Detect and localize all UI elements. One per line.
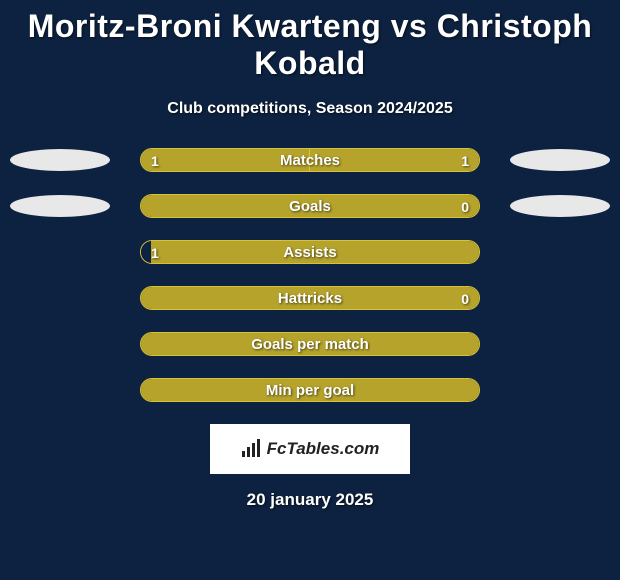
stat-bar: Goals per match bbox=[140, 332, 480, 356]
bar-left-segment bbox=[141, 333, 479, 355]
bar-left-segment bbox=[141, 287, 479, 309]
placeholder-icon bbox=[510, 195, 610, 217]
stat-row: Goals0 bbox=[0, 194, 620, 218]
logo-text: FcTables.com bbox=[267, 439, 380, 459]
date-text: 20 january 2025 bbox=[0, 490, 620, 510]
stat-bar: Matches11 bbox=[140, 148, 480, 172]
subtitle: Club competitions, Season 2024/2025 bbox=[0, 100, 620, 118]
stats-container: Matches11 Goals0 Assists1 Hattricks0 Goals p… bbox=[0, 148, 620, 402]
chart-icon bbox=[241, 439, 263, 459]
fctables-logo: FcTables.com bbox=[210, 424, 410, 474]
stat-row: Assists1 bbox=[0, 240, 620, 264]
stat-bar: Goals0 bbox=[140, 194, 480, 218]
stat-bar: Hattricks0 bbox=[140, 286, 480, 310]
stat-bar: Min per goal bbox=[140, 378, 480, 402]
stat-row: Goals per match bbox=[0, 332, 620, 356]
stat-bar: Assists1 bbox=[140, 240, 480, 264]
stat-row: Min per goal bbox=[0, 378, 620, 402]
placeholder-icon bbox=[10, 195, 110, 217]
bar-left-segment bbox=[141, 379, 479, 401]
stat-row: Hattricks0 bbox=[0, 286, 620, 310]
bar-left-segment bbox=[141, 149, 310, 171]
page-title: Moritz-Broni Kwarteng vs Christoph Kobal… bbox=[0, 0, 620, 82]
bar-left-segment bbox=[141, 241, 151, 263]
bar-right-segment bbox=[151, 241, 479, 263]
bar-left-segment bbox=[141, 195, 479, 217]
placeholder-icon bbox=[10, 149, 110, 171]
placeholder-icon bbox=[510, 149, 610, 171]
bar-right-segment bbox=[310, 149, 479, 171]
stat-row: Matches11 bbox=[0, 148, 620, 172]
